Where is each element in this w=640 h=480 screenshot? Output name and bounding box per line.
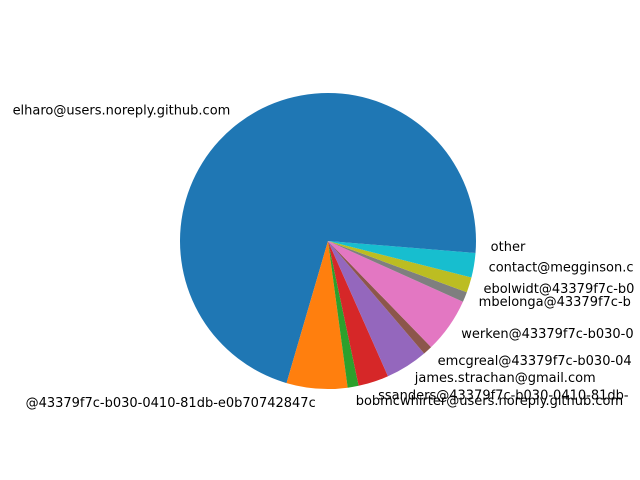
pie-slices: [180, 92, 476, 390]
pie-label-emcgreal-43379f7c-b030-04: emcgreal@43379f7c-b030-04: [438, 354, 632, 369]
pie-slice-elharo-users-noreply-github-com: [180, 92, 476, 384]
pie-slice-contact-megginson-c: [328, 241, 476, 278]
pie-label-werken-43379f7c-b030-0: werken@43379f7c-b030-0: [461, 327, 633, 342]
pie-slice-werken-43379f7c-b030-0: [328, 241, 463, 348]
pie-slice-james-strachan-gmail-com: [328, 241, 425, 377]
pie-slice-43379f7c-b030-0410-81db-e0b70742847c: [286, 241, 348, 390]
pie-slice-emcgreal-43379f7c-b030-04: [328, 241, 432, 354]
pie-label-james-strachan-gmail-com: james.strachan@gmail.com: [414, 371, 596, 386]
pie-label-mbelonga-43379f7c-b: mbelonga@43379f7c-b: [479, 295, 631, 310]
pie-slice-mbelonga-43379f7c-b: [328, 241, 467, 302]
pie-label-ssanders-43379f7c-b030-0410-81db: ssanders@43379f7c-b030-0410-81db-: [378, 388, 629, 403]
pie-label-other: other: [491, 240, 526, 255]
pie-label-bobmcwhirter-users-noreply-github-com: bobmcwhirter@users.noreply.github.com: [356, 394, 623, 409]
pie-labels: elharo@users.noreply.github.com @43379f7c…: [13, 103, 635, 411]
pie-label-43379f7c-b030-0410-81db-e0b70742847c: @43379f7c-b030-0410-81db-e0b70742847c: [26, 396, 316, 411]
pie-label-contact-megginson-c: contact@megginson.c: [489, 260, 634, 275]
pie-label-ebolwidt-43379f7c-b0: ebolwidt@43379f7c-b0: [483, 282, 634, 297]
pie-slice-ssanders-43379f7c-b030-0410-81db: [328, 241, 388, 386]
pie-slice-bobmcwhirter-users-noreply-github-com: [328, 241, 359, 388]
pie-label-elharo-users-noreply-github-com: elharo@users.noreply.github.com: [13, 103, 231, 118]
pie-slice-other: [328, 241, 476, 253]
pie-slice-ebolwidt-43379f7c-b0: [328, 241, 472, 293]
